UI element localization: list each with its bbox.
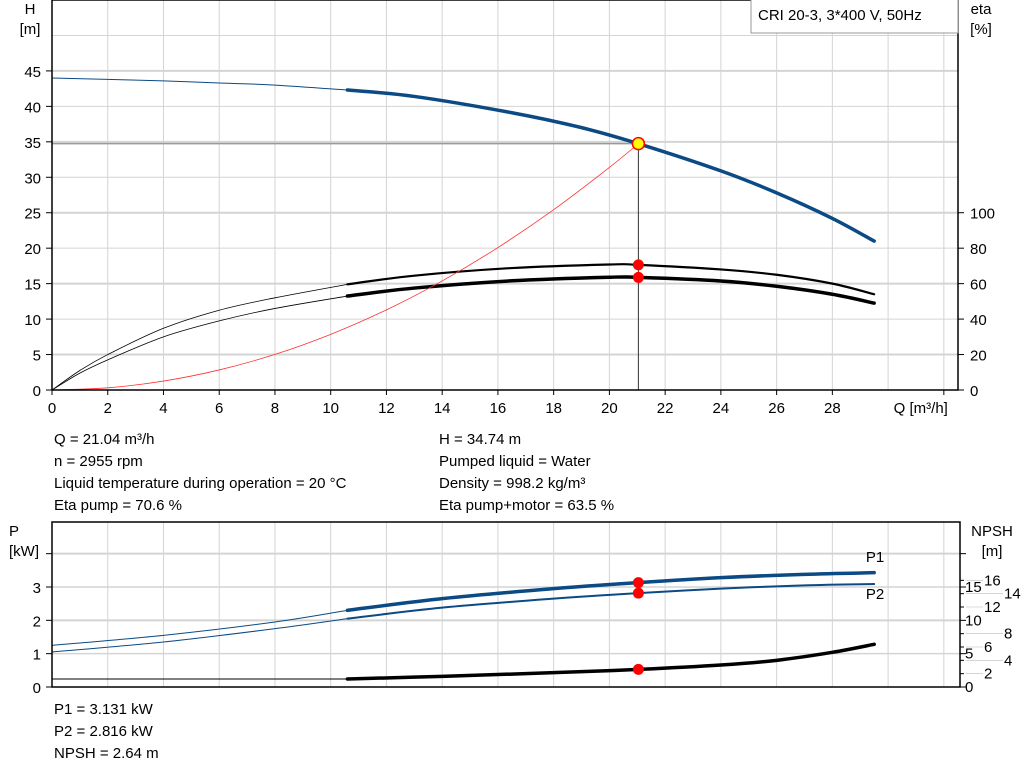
x-tick-label: 20 [601, 400, 618, 417]
legend-box: CRI 20-3, 3*400 V, 50Hz [750, 0, 959, 34]
y-tick-label: 0 [33, 383, 41, 400]
x-tick-label: 8 [271, 400, 279, 417]
y2-tick-label: 60 [970, 277, 987, 294]
x-tick-label: 18 [545, 400, 562, 417]
system-curve [51, 143, 639, 391]
info-npsh: NPSH = 2.64 m [54, 745, 159, 762]
y-axis-unit: [m] [20, 21, 41, 38]
y2-tick-label: 2 [984, 666, 992, 683]
y2-tick-label: 12 [984, 599, 1001, 616]
npsh-marker [632, 663, 644, 675]
bottom-series [51, 570, 876, 681]
y2-tick-label: 8 [1004, 626, 1012, 643]
y2-axis-label: eta [971, 1, 993, 18]
duty-point-marker [631, 136, 646, 151]
p1-curve [345, 570, 876, 613]
y-tick-label: 10 [24, 312, 41, 329]
info-right: H = 34.74 m Pumped liquid = Water Densit… [439, 429, 614, 517]
y2-tick-label: 0 [970, 383, 978, 400]
y2-tick-label: 20 [970, 348, 987, 365]
y-tick-label: 25 [24, 206, 41, 223]
legend-title: CRI 20-3, 3*400 V, 50Hz [758, 7, 922, 24]
y2-axis-unit: [%] [970, 21, 992, 38]
info-density: Density = 998.2 kg/m³ [439, 475, 586, 492]
y-tick-label: 40 [24, 99, 41, 116]
x-tick-label: 12 [378, 400, 395, 417]
x-tick-label: 14 [434, 400, 451, 417]
y2-tick-label: 10 [965, 612, 982, 629]
x-tick-label: 0 [48, 400, 56, 417]
info-h: H = 34.74 m [439, 431, 522, 448]
x-tick-label: 2 [104, 400, 112, 417]
x-tick-label: 22 [657, 400, 674, 417]
y-tick-label: 3 [33, 580, 41, 597]
eta-pump-curve-thin [51, 283, 348, 391]
info-eta-pump-motor: Eta pump+motor = 63.5 % [439, 497, 615, 514]
y2-tick-label: 40 [970, 312, 987, 329]
head-curve [345, 88, 876, 243]
y-tick-label: 15 [24, 277, 41, 294]
eta-pump-motor-curve-thin [51, 295, 348, 391]
bottom-plot-frame [51, 521, 961, 688]
p2-curve-label: P2 [866, 586, 884, 603]
bottom-grid [52, 522, 960, 687]
head-curve-thin [51, 77, 348, 91]
p1-curve-thin [51, 609, 348, 646]
axes [46, 0, 1003, 688]
y2-tick-label: 6 [984, 639, 992, 656]
p1-curve-label: P1 [866, 549, 884, 566]
y-tick-label: 35 [24, 135, 41, 152]
top-series [51, 77, 876, 391]
x-tick-label: 26 [768, 400, 785, 417]
info-temp: Liquid temperature during operation = 20… [54, 475, 347, 492]
x-tick-label: 10 [322, 400, 339, 417]
y-axis-label: P [9, 523, 19, 540]
y-tick-label: 5 [33, 348, 41, 365]
info-liquid: Pumped liquid = Water [439, 453, 591, 470]
x-tick-label: 4 [159, 400, 167, 417]
y2-tick-label: 0 [965, 679, 973, 696]
x-axis-label: Q [m³/h] [894, 400, 948, 417]
info-p1: P1 = 3.131 kW [54, 701, 153, 718]
top-plot-frame [51, 0, 959, 391]
y2-tick-label: 14 [1004, 586, 1021, 603]
eta-pump-marker [632, 259, 644, 271]
y2-tick-label: 100 [970, 206, 995, 223]
y-axis-label: H [25, 1, 36, 18]
y2-axis-label: NPSH [971, 523, 1013, 540]
p1-marker [632, 577, 644, 589]
info-bottom: P1 = 3.131 kW P2 = 2.816 kW NPSH = 2.64 … [54, 699, 159, 765]
p2-curve-thin [51, 618, 348, 653]
y2-tick-label: 5 [965, 646, 973, 663]
info-p2: P2 = 2.816 kW [54, 723, 153, 740]
npsh-curve [345, 642, 876, 681]
y2-tick-label: 80 [970, 241, 987, 258]
top-grid [51, 0, 958, 390]
labels: 0 2 4 6 8 10 12 14 16 18 20 22 24 26 28 Q [m³/h]0510152… [9, 1, 1021, 697]
y-tick-label: 20 [24, 241, 41, 258]
y2-tick-label: 16 [984, 572, 1001, 589]
x-tick-label: 6 [215, 400, 223, 417]
y2-tick-label: 15 [965, 579, 982, 596]
y-tick-label: 0 [33, 680, 41, 697]
x-tick-label: 24 [713, 400, 730, 417]
y-tick-label: 30 [24, 170, 41, 187]
eta-pump-motor-marker [632, 271, 644, 283]
x-tick-label: 16 [490, 400, 507, 417]
y2-axis-unit: [m] [982, 543, 1003, 560]
p2-marker [632, 587, 644, 599]
y-tick-label: 45 [24, 64, 41, 81]
y2-tick-label: 4 [1004, 652, 1012, 669]
info-left: Q = 21.04 m³/h n = 2955 rpm Liquid tempe… [54, 429, 346, 517]
info-q: Q = 21.04 m³/h [54, 431, 155, 448]
info-eta-pump: Eta pump = 70.6 % [54, 497, 182, 514]
y-tick-label: 2 [33, 613, 41, 630]
y-axis-unit: [kW] [9, 543, 39, 560]
info-n: n = 2955 rpm [54, 453, 143, 470]
y-tick-label: 1 [33, 647, 41, 664]
x-tick-label: 28 [824, 400, 841, 417]
